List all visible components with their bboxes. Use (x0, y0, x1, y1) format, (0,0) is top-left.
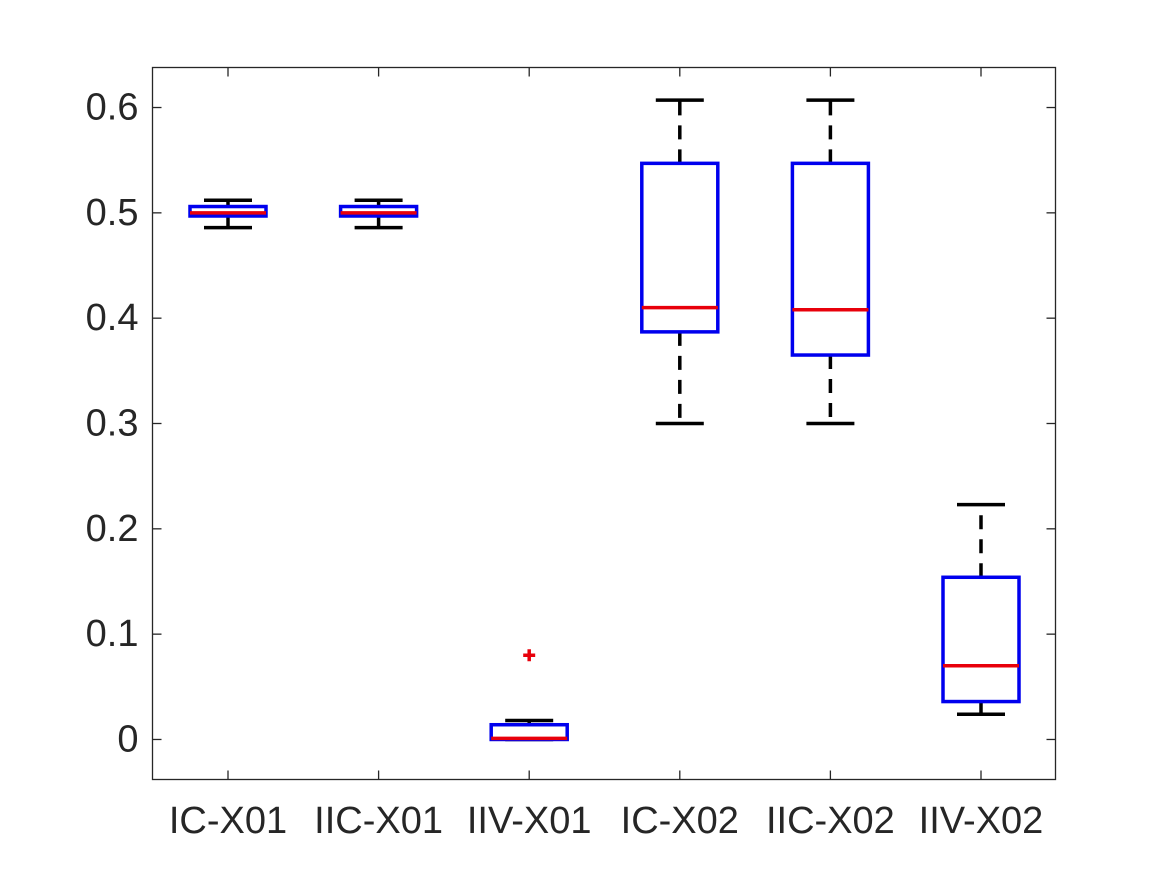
x-tick-label: IIC-X01 (314, 800, 443, 842)
box-series (188, 98, 1021, 742)
y-tick-label: 0.4 (86, 297, 139, 339)
box-iqr (941, 575, 1021, 704)
outlier-marker (523, 649, 536, 662)
y-axis: 0 0.1 0.2 0.3 0.4 0.5 0.6 (86, 87, 1056, 760)
box-iiv-x01 (489, 649, 569, 742)
x-axis: IC-X01 IIC-X01 IIV-X01 IC-X02 IIC-X02 IIV-X02 (169, 67, 1044, 842)
y-tick-label: 0.6 (86, 87, 139, 129)
box-iic-x02 (790, 98, 871, 426)
box-ic-x02 (640, 98, 720, 426)
box-iiv-x02 (941, 502, 1021, 716)
y-tick-label: 0.2 (86, 508, 139, 550)
box-ic-x01 (188, 198, 268, 230)
x-tick-label: IIV-X02 (919, 800, 1044, 842)
x-tick-label: IIC-X02 (766, 800, 895, 842)
y-tick-label: 0.3 (86, 403, 139, 445)
box-iqr (640, 161, 720, 334)
box-iic-x01 (338, 198, 419, 230)
y-tick-label: 0.5 (86, 192, 139, 234)
x-tick-label: IIV-X01 (467, 800, 592, 842)
x-tick-label: IC-X01 (169, 800, 287, 842)
plot-area-frame (151, 66, 1057, 781)
box-iqr (790, 161, 871, 357)
y-tick-label: 0 (117, 718, 138, 760)
y-tick-label: 0.1 (86, 613, 139, 655)
x-tick-label: IC-X02 (621, 800, 739, 842)
